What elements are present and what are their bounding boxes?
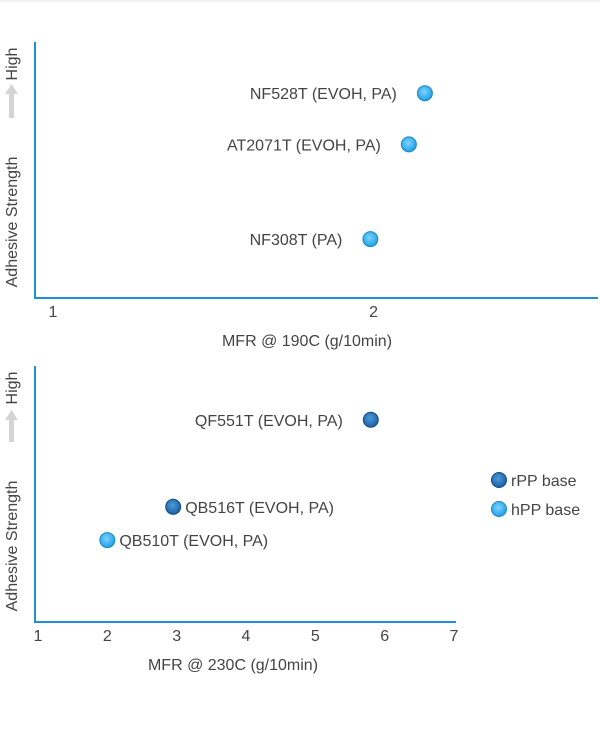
x-axis-label: MFR @ 190C (g/10min) — [222, 333, 392, 350]
x-tick-label: 2 — [103, 628, 112, 645]
x-tick-label: 2 — [369, 304, 378, 321]
data-point — [400, 136, 417, 153]
x-axis-label: MFR @ 230C (g/10min) — [148, 657, 318, 674]
x-tick-label: 1 — [49, 304, 58, 321]
x-tick-label: 3 — [172, 628, 181, 645]
data-point-label: NF308T (PA) — [250, 232, 343, 249]
y-axis-high-label: High — [4, 372, 21, 405]
chart-2: 1 2 3 4 5 6 7 MFR @ 230C (g/10min) Adhesive Stre… — [4, 366, 459, 674]
legend-label: hPP base — [511, 502, 580, 519]
chart-1: 1 2 MFR @ 190C (g/10min) Adhesive Strength H… — [4, 42, 598, 350]
data-point-label: QF551T (EVOH, PA) — [195, 413, 343, 430]
data-point — [362, 231, 379, 248]
data-point — [416, 85, 433, 102]
data-point-label: QB516T (EVOH, PA) — [185, 500, 334, 517]
x-tick-label: 4 — [242, 628, 251, 645]
x-tick-label: 1 — [34, 628, 43, 645]
data-point — [362, 411, 379, 428]
x-tick-label: 6 — [380, 628, 389, 645]
legend-marker — [491, 501, 507, 517]
y-axis-label: Adhesive Strength — [4, 481, 21, 612]
up-arrow-icon — [5, 410, 18, 442]
legend: rPP base hPP base — [491, 472, 580, 519]
data-point-label: AT2071T (EVOH, PA) — [227, 137, 381, 154]
y-axis-label: Adhesive Strength — [4, 157, 21, 288]
y-axis-high-label: High — [4, 48, 21, 81]
data-point — [165, 498, 182, 515]
data-point — [99, 532, 116, 549]
x-tick-label: 7 — [450, 628, 459, 645]
legend-marker — [491, 472, 507, 488]
up-arrow-icon — [5, 84, 18, 118]
data-point-label: QB510T (EVOH, PA) — [119, 533, 268, 550]
x-tick-label: 5 — [311, 628, 320, 645]
legend-label: rPP base — [511, 473, 577, 490]
data-point-label: NF528T (EVOH, PA) — [250, 86, 397, 103]
